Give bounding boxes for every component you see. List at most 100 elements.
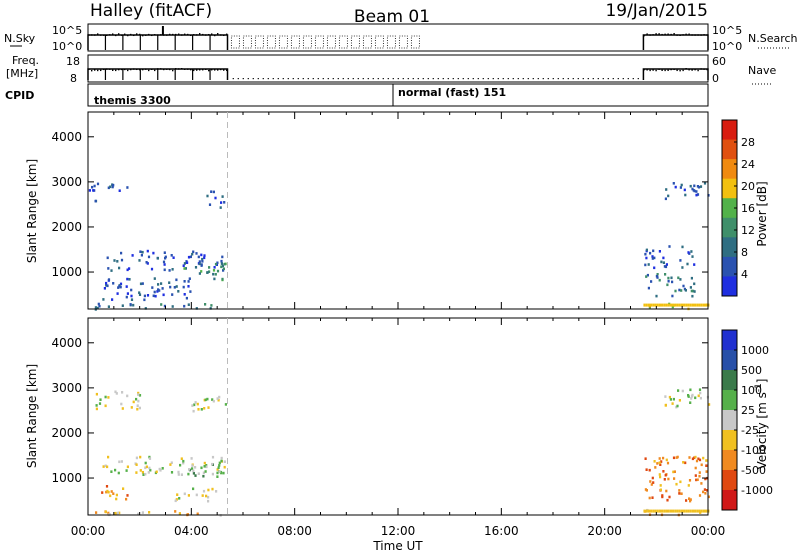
nave-point: [226, 69, 228, 71]
range-cell: [700, 509, 703, 513]
range-cell: [643, 303, 646, 307]
range-cell: [216, 471, 219, 475]
range-cell: [680, 183, 683, 187]
range-cell: [696, 509, 699, 513]
nave-point: [100, 69, 102, 72]
nsky-panel: N.Sky 10^5 10^0 10^5 10^0 N.Search: [4, 23, 798, 53]
range-cell: [119, 282, 123, 286]
range-cell: [699, 511, 702, 514]
nsky-point: [166, 34, 168, 36]
range-cell: [668, 495, 671, 499]
nave-point: [637, 78, 639, 80]
range-cell: [104, 464, 107, 468]
nave-point: [166, 68, 168, 70]
range-cell: [688, 497, 691, 500]
range-cell: [204, 303, 207, 306]
range-cell: [115, 392, 118, 395]
range-cell: [192, 472, 195, 475]
power-cells: [88, 182, 710, 311]
range-cell: [212, 190, 215, 194]
colorbar-swatch: [722, 430, 737, 451]
range-cell: [662, 256, 665, 260]
range-cell: [205, 465, 208, 469]
range-cell: [221, 255, 224, 259]
nave-point: [118, 68, 120, 71]
range-cell: [207, 488, 210, 492]
range-cell: [690, 276, 693, 280]
nave-point: [572, 78, 574, 80]
range-cell: [175, 278, 178, 282]
range-cell: [214, 196, 217, 200]
range-cell: [191, 404, 194, 407]
range-cell: [116, 511, 120, 515]
range-cell: [111, 298, 114, 301]
range-cell: [172, 256, 175, 259]
colorbar-frame: [721, 329, 738, 511]
range-cell: [687, 394, 690, 397]
nsearch-box: [326, 35, 336, 49]
range-cell: [694, 303, 697, 307]
range-cell: [193, 403, 196, 407]
range-cell: [148, 455, 151, 459]
range-cell: [707, 495, 710, 499]
range-cell: [666, 283, 669, 287]
nave-point: [542, 78, 544, 80]
range-cell: [658, 250, 661, 253]
range-cell: [186, 261, 189, 264]
range-cell: [109, 185, 112, 189]
range-cell: [704, 477, 707, 481]
range-cell: [208, 266, 211, 269]
range-cell: [672, 509, 675, 513]
nave-point: [587, 78, 589, 80]
range-cell: [120, 402, 123, 406]
nsky-point: [220, 34, 222, 36]
range-cell: [655, 294, 658, 298]
range-cell: [658, 303, 662, 307]
nsky-point: [181, 34, 183, 36]
freq-window: [642, 68, 709, 80]
nave-point: [124, 68, 126, 71]
range-cell: [147, 255, 151, 259]
range-cell: [198, 260, 201, 263]
range-cell: [211, 455, 215, 459]
range-cell: [679, 278, 682, 281]
range-cell: [175, 285, 178, 288]
nave-point: [88, 68, 90, 71]
range-cell: [192, 409, 195, 413]
colorbar-tick-label: 12: [741, 224, 755, 237]
range-cell: [174, 499, 177, 503]
colorbar-tick-label: 4: [741, 268, 748, 281]
range-cell: [214, 262, 218, 266]
nsky-point: [106, 34, 108, 36]
range-cell: [170, 461, 173, 464]
range-cell: [689, 303, 692, 307]
range-cell: [137, 399, 140, 403]
nave-point: [133, 68, 135, 70]
range-cell: [219, 206, 222, 209]
power-colorbar: 28 24 20 16 12 8 4: [721, 119, 755, 297]
range-cell: [125, 295, 128, 299]
range-cell: [202, 471, 205, 475]
nave-point: [347, 78, 349, 80]
nave-point: [477, 78, 479, 80]
nave-point: [97, 69, 99, 72]
range-cell: [688, 479, 692, 482]
nsky-point: [670, 33, 672, 36]
nsky-point: [706, 34, 708, 36]
range-cell: [180, 457, 183, 460]
range-cell: [161, 287, 164, 290]
nsky-point: [130, 33, 132, 36]
range-cell: [120, 460, 123, 463]
nsky-point: [214, 34, 216, 37]
nsky-point: [142, 34, 144, 37]
colorbar-swatch: [722, 139, 737, 160]
velocity-axes: 1000 2000 3000 4000: [51, 318, 709, 515]
range-cell: [202, 474, 205, 478]
nsky-point: [100, 34, 102, 36]
range-cell: [107, 267, 110, 270]
nsky-point: [682, 34, 684, 36]
range-cell: [189, 255, 192, 259]
nave-point: [178, 68, 180, 70]
range-cell: [653, 460, 656, 463]
nsky-point: [124, 33, 126, 35]
